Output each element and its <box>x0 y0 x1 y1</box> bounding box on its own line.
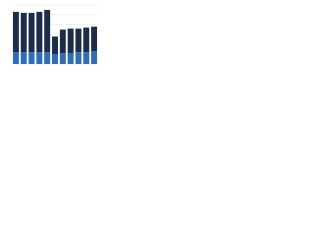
bar-segment <box>28 12 35 53</box>
bar-segment <box>59 29 66 54</box>
bar-segment <box>83 27 90 53</box>
bar-segment <box>44 9 51 53</box>
bar-segment <box>67 28 74 54</box>
bar-segment <box>12 52 19 64</box>
bar-segment <box>36 52 43 64</box>
bar-segment <box>36 11 43 53</box>
bar-segment <box>91 26 98 52</box>
bar-segment <box>91 51 98 64</box>
bar-segment <box>12 11 19 53</box>
bar-segment <box>83 52 90 64</box>
bar-segment <box>67 53 74 64</box>
bar-segment <box>75 52 82 64</box>
bar-segment <box>44 52 51 64</box>
bar-segment <box>52 54 58 64</box>
bar-segment <box>20 52 27 64</box>
bar-segment <box>20 12 27 53</box>
chart <box>12 4 98 65</box>
bar-segment <box>75 28 82 53</box>
bar-segment <box>52 36 58 55</box>
bar-segment <box>28 52 35 64</box>
bar-segment <box>59 53 66 64</box>
